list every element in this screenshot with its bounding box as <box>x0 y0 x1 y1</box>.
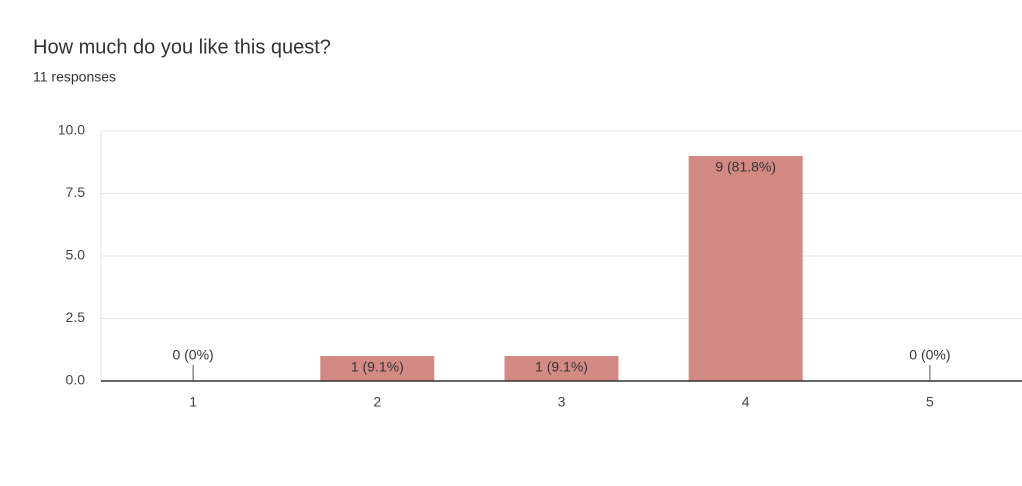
chart-title: How much do you like this quest? <box>33 36 331 58</box>
y-tick-label: 7.5 <box>66 184 86 200</box>
value-label: 0 (0%) <box>909 347 950 363</box>
bar <box>320 356 435 381</box>
y-tick-label: 2.5 <box>66 309 86 325</box>
x-tick-label: 3 <box>558 394 566 410</box>
value-label: 1 (9.1%) <box>351 359 404 375</box>
x-tick-label: 1 <box>189 394 197 410</box>
y-tick-label: 0.0 <box>66 372 86 388</box>
value-label: 0 (0%) <box>172 347 213 363</box>
bar <box>504 356 619 381</box>
x-tick-label: 4 <box>742 394 750 410</box>
chart-subtitle: 11 responses <box>33 69 116 85</box>
x-tick-label: 5 <box>926 394 934 410</box>
value-label: 9 (81.8%) <box>715 159 776 175</box>
y-tick-label: 10.0 <box>58 122 85 138</box>
x-tick-label: 2 <box>373 394 381 410</box>
y-tick-label: 5.0 <box>66 247 86 263</box>
value-label: 1 (9.1%) <box>535 359 588 375</box>
bar <box>688 156 803 381</box>
